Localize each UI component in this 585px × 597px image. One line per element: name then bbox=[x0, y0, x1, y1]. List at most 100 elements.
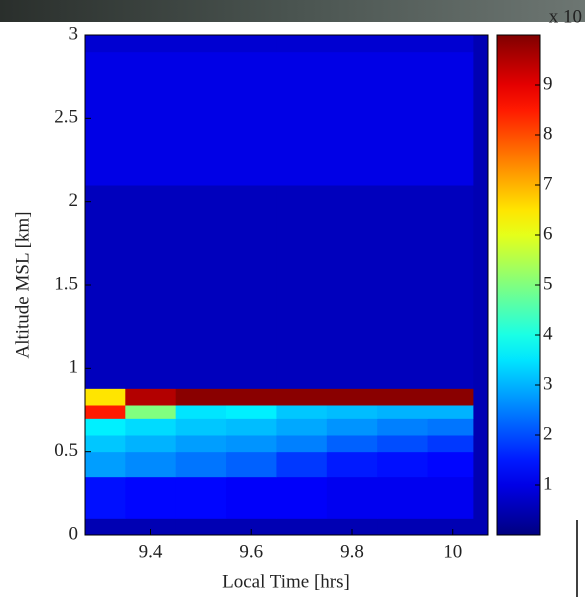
colorbar-tick-label: 6 bbox=[543, 223, 553, 244]
heatmap-cell bbox=[326, 476, 378, 519]
x-tick-label: 9.6 bbox=[239, 541, 263, 562]
heatmap-cell bbox=[226, 435, 277, 453]
heatmap-cell bbox=[427, 435, 474, 453]
heatmap-cell bbox=[85, 51, 126, 186]
heatmap-cell bbox=[85, 405, 126, 419]
heatmap-cell bbox=[175, 388, 227, 406]
heatmap-cell bbox=[276, 405, 328, 419]
heatmap-cell bbox=[226, 51, 277, 186]
heatmap-cell bbox=[326, 518, 378, 536]
heatmap-cell bbox=[377, 418, 429, 436]
heatmap-cell bbox=[125, 476, 177, 519]
x-axis-label: Local Time [hrs] bbox=[222, 571, 350, 592]
heatmap-cell bbox=[377, 185, 429, 389]
heatmap-cell bbox=[326, 388, 378, 406]
heatmap-cell bbox=[276, 418, 328, 436]
heatmap-cell bbox=[377, 451, 429, 478]
heatmap-cell bbox=[276, 388, 328, 406]
header-photo-strip bbox=[0, 0, 585, 22]
y-tick-label: 0.5 bbox=[54, 440, 78, 461]
heatmap-cell bbox=[175, 185, 227, 389]
heatmap-cell bbox=[326, 418, 378, 436]
heatmap-cell bbox=[427, 35, 474, 53]
heatmap-cell bbox=[427, 451, 474, 478]
heatmap-cell bbox=[85, 185, 126, 389]
heatmap-cell bbox=[326, 51, 378, 186]
y-tick-label: 0 bbox=[69, 523, 79, 544]
heatmap-cell bbox=[226, 518, 277, 536]
colorbar-tick-label: 7 bbox=[543, 173, 553, 194]
x-tick-label: 10 bbox=[443, 541, 462, 562]
heatmap-cell bbox=[377, 405, 429, 419]
colorbar-tick-label: 4 bbox=[543, 323, 553, 344]
heatmap-cell bbox=[377, 435, 429, 453]
heatmap-cell bbox=[175, 435, 227, 453]
colorbar-tick-label: 3 bbox=[543, 373, 553, 394]
heatmap-cell bbox=[85, 451, 126, 478]
heatmap-cell bbox=[125, 418, 177, 436]
plot-area bbox=[84, 34, 489, 536]
heatmap-cell bbox=[276, 185, 328, 389]
heatmap-cell bbox=[175, 518, 227, 536]
heatmap-cell bbox=[427, 388, 474, 406]
heatmap-cell bbox=[175, 51, 227, 186]
heatmap-cell bbox=[377, 388, 429, 406]
colorbar-tick-label: 9 bbox=[543, 73, 553, 94]
heatmap-cell bbox=[326, 451, 378, 478]
heatmap-cell bbox=[226, 35, 277, 53]
heatmap-cell bbox=[125, 518, 177, 536]
heatmap-cell bbox=[276, 476, 328, 519]
heatmap-cell bbox=[85, 388, 126, 406]
heatmap-cell bbox=[125, 435, 177, 453]
heatmap-cell bbox=[326, 35, 378, 53]
heatmap-cell bbox=[427, 518, 474, 536]
x-tick-label: 9.8 bbox=[340, 541, 364, 562]
heatmap-cell bbox=[175, 418, 227, 436]
heatmap-cell bbox=[377, 476, 429, 519]
heatmap-cell bbox=[125, 35, 177, 53]
y-tick-label: 1.5 bbox=[54, 273, 78, 294]
heatmap-cell bbox=[377, 35, 429, 53]
heatmap-cell bbox=[85, 518, 126, 536]
heatmap-cell bbox=[85, 435, 126, 453]
heatmap-cell bbox=[226, 451, 277, 478]
heatmap-cell bbox=[276, 518, 328, 536]
heatmap-cell bbox=[85, 35, 126, 53]
heatmap-cell bbox=[276, 51, 328, 186]
y-tick-label: 1 bbox=[69, 357, 79, 378]
heatmap-cell bbox=[377, 51, 429, 186]
heatmap-cell bbox=[125, 51, 177, 186]
heatmap-cell bbox=[226, 388, 277, 406]
heatmap-cell bbox=[427, 185, 474, 389]
heatmap-cell bbox=[175, 476, 227, 519]
heatmap-cell bbox=[175, 35, 227, 53]
heatmap-cell bbox=[125, 185, 177, 389]
heatmap-cell bbox=[226, 405, 277, 419]
heatmap-cell bbox=[85, 418, 126, 436]
heatmap-cell bbox=[427, 418, 474, 436]
heatmap-cell bbox=[125, 451, 177, 478]
heatmap-cell bbox=[226, 418, 277, 436]
colorbar-tick-label: 5 bbox=[543, 273, 553, 294]
heatmap-cell bbox=[427, 476, 474, 519]
heatmap-cell bbox=[175, 451, 227, 478]
colorbar-tick-label: 8 bbox=[543, 123, 553, 144]
heatmap-cell bbox=[276, 451, 328, 478]
colorbar-label: x 10 bbox=[549, 6, 582, 27]
heatmap-cell bbox=[427, 51, 474, 186]
colorbar-tick-label: 2 bbox=[543, 423, 553, 444]
colorbar-tick-label: 1 bbox=[543, 473, 553, 494]
heatmap-cell bbox=[85, 476, 126, 519]
heatmap-cell bbox=[276, 435, 328, 453]
heatmap-cell bbox=[427, 405, 474, 419]
colorbar bbox=[496, 34, 541, 536]
y-axis-label: Altitude MSL [km] bbox=[12, 211, 33, 358]
heatmap-cell bbox=[175, 405, 227, 419]
y-tick-label: 2.5 bbox=[54, 107, 78, 128]
heatmap-cell bbox=[326, 405, 378, 419]
heatmap-cell bbox=[276, 35, 328, 53]
heatmap-cell bbox=[226, 185, 277, 389]
heatmap-cell bbox=[326, 435, 378, 453]
y-tick-label: 3 bbox=[69, 23, 79, 44]
